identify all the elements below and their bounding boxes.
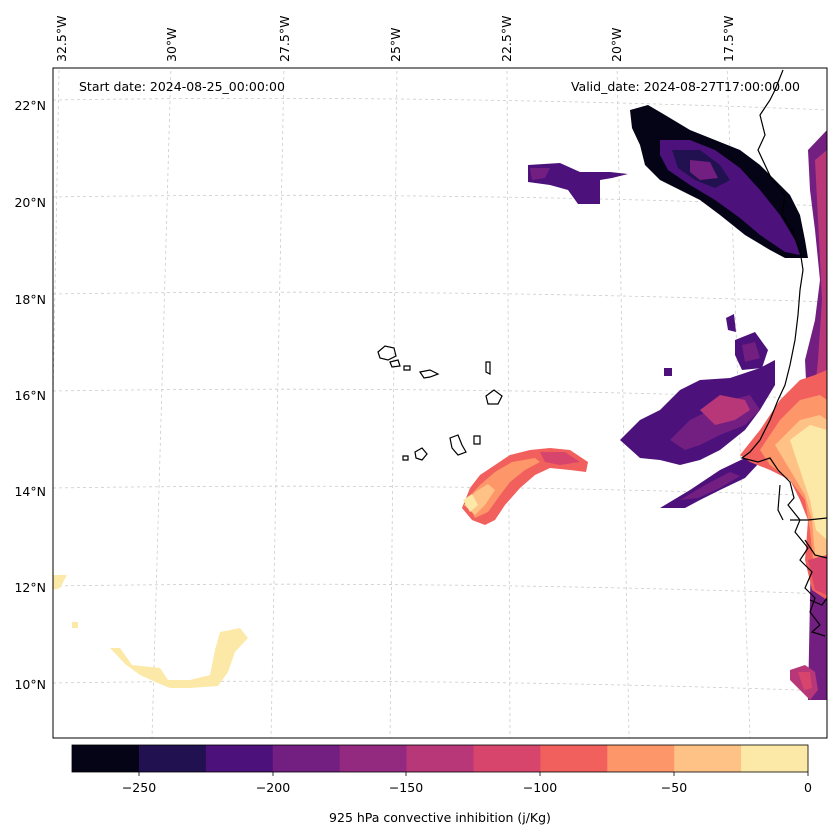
contour-16n-violet bbox=[620, 360, 775, 465]
colorbar-cell-2 bbox=[205, 745, 274, 772]
coastline-inland bbox=[777, 484, 784, 521]
meridian-22-5w bbox=[506, 68, 511, 738]
cb-tick-label-150: −150 bbox=[389, 780, 423, 795]
coastline-gambia bbox=[790, 517, 827, 521]
parallel-12n bbox=[53, 583, 827, 595]
colorbar-cell-0 bbox=[72, 745, 140, 772]
colorbar-label: 925 hPa convective inhibition (j/Kg) bbox=[329, 810, 551, 825]
contour-18n-speck bbox=[726, 314, 736, 332]
lat-label-10n: 10°N bbox=[14, 677, 46, 692]
contour-16n-magenta bbox=[700, 395, 750, 425]
parallel-16n bbox=[53, 388, 827, 400]
island-santiago bbox=[449, 434, 467, 456]
contour-w-edge-pale bbox=[53, 575, 67, 590]
parallel-20n bbox=[53, 194, 827, 207]
island-fogo bbox=[414, 447, 428, 461]
colorbar-cell-3 bbox=[272, 745, 341, 772]
island-sao-vicente bbox=[389, 359, 401, 368]
meridian-20w bbox=[616, 68, 630, 738]
lon-label-25w: 25°W bbox=[388, 27, 403, 62]
cb-tick-label-200: −200 bbox=[256, 780, 290, 795]
contour-sw-pale bbox=[110, 628, 248, 688]
contour-coast-pale bbox=[790, 425, 827, 540]
cb-tick-label-100: −100 bbox=[523, 780, 557, 795]
coastlines bbox=[377, 69, 827, 637]
colorbar-ticks bbox=[138, 772, 809, 776]
meridian-32-5w bbox=[53, 69, 60, 401]
parallel-18n bbox=[53, 291, 827, 303]
colorbar-cell-9 bbox=[674, 745, 742, 772]
contour-20n-inner bbox=[530, 168, 550, 180]
lat-label-22n: 22°N bbox=[14, 98, 46, 113]
lon-label-17-5w: 17.5°W bbox=[721, 16, 736, 62]
parallel-22n bbox=[53, 97, 827, 111]
parallel-14n bbox=[53, 485, 827, 497]
contour-16n-north-inner bbox=[742, 342, 760, 362]
meridian-27-5w bbox=[270, 68, 285, 738]
map-area bbox=[53, 68, 827, 738]
colorbar-cell-10 bbox=[741, 745, 809, 772]
lon-label-30w: 30°W bbox=[164, 27, 179, 62]
colorbar: −250 −200 −150 −100 −50 0 925 hPa convec… bbox=[71, 744, 812, 825]
map-frame bbox=[52, 67, 828, 739]
contour-14n-warm-magenta bbox=[540, 452, 580, 465]
colorbar-cell-7 bbox=[540, 745, 608, 772]
lat-label-18n: 18°N bbox=[14, 292, 46, 307]
cb-tick-label-50: −50 bbox=[661, 780, 687, 795]
contour-se-patch-inner bbox=[798, 672, 812, 690]
island-sao-nicolau bbox=[419, 369, 440, 379]
cb-tick-label-0: 0 bbox=[804, 780, 812, 795]
colorbar-cell-1 bbox=[138, 745, 207, 772]
cb-tick-label-250: −250 bbox=[122, 780, 156, 795]
contour-20n-patch bbox=[528, 163, 628, 204]
lat-label-20n: 20°N bbox=[14, 195, 46, 210]
contour-14n-warm bbox=[462, 448, 588, 525]
lon-label-20w: 20°W bbox=[609, 27, 624, 62]
colorbar-cell-6 bbox=[473, 745, 541, 772]
island-brava bbox=[402, 455, 409, 461]
colorbar-cells bbox=[72, 745, 809, 772]
meridian-25w bbox=[389, 68, 398, 738]
lat-label-16n: 16°N bbox=[14, 388, 46, 403]
colorbar-frame bbox=[71, 744, 809, 773]
contour-ne-inner bbox=[690, 160, 718, 180]
island-boa-vista bbox=[485, 389, 503, 405]
contour-w-speck-pale bbox=[72, 622, 78, 628]
coastline-guinea-bissau bbox=[804, 539, 827, 559]
contour-14n-warm-pale bbox=[463, 494, 478, 512]
lon-label-27-5w: 27.5°W bbox=[277, 16, 292, 62]
lon-label-22-5w: 22.5°W bbox=[499, 16, 514, 62]
island-santo-antao bbox=[377, 345, 397, 361]
colorbar-cell-8 bbox=[607, 745, 675, 772]
coastline-west-africa bbox=[740, 69, 826, 637]
lon-tick-labels: 32.5°W 30°W 27.5°W 25°W 22.5°W 20°W 17.5… bbox=[54, 16, 736, 62]
island-santa-luzia bbox=[403, 365, 411, 371]
meridian-30w bbox=[151, 68, 172, 738]
lat-label-12n: 12°N bbox=[14, 580, 46, 595]
island-maio bbox=[473, 435, 481, 445]
colorbar-cell-4 bbox=[339, 745, 408, 772]
lon-label-32-5w: 32.5°W bbox=[54, 16, 69, 62]
start-date-label: Start date: 2024-08-25_00:00:00 bbox=[79, 79, 285, 94]
colorbar-cell-5 bbox=[406, 745, 474, 772]
valid-date-label: Valid_date: 2024-08-27T17:00:00.00 bbox=[571, 79, 800, 94]
coastline-bijagos bbox=[809, 597, 827, 606]
lat-label-14n: 14°N bbox=[14, 484, 46, 499]
island-sal bbox=[485, 361, 491, 375]
contour-16n-speck bbox=[664, 368, 672, 376]
cin-contours bbox=[53, 105, 827, 700]
lat-tick-labels: 22°N 20°N 18°N 16°N 14°N 12°N 10°N bbox=[14, 98, 46, 692]
contour-coast-magenta bbox=[812, 150, 827, 420]
contour-14n-band-inner bbox=[680, 472, 740, 500]
contour-coast-red bbox=[808, 555, 827, 595]
